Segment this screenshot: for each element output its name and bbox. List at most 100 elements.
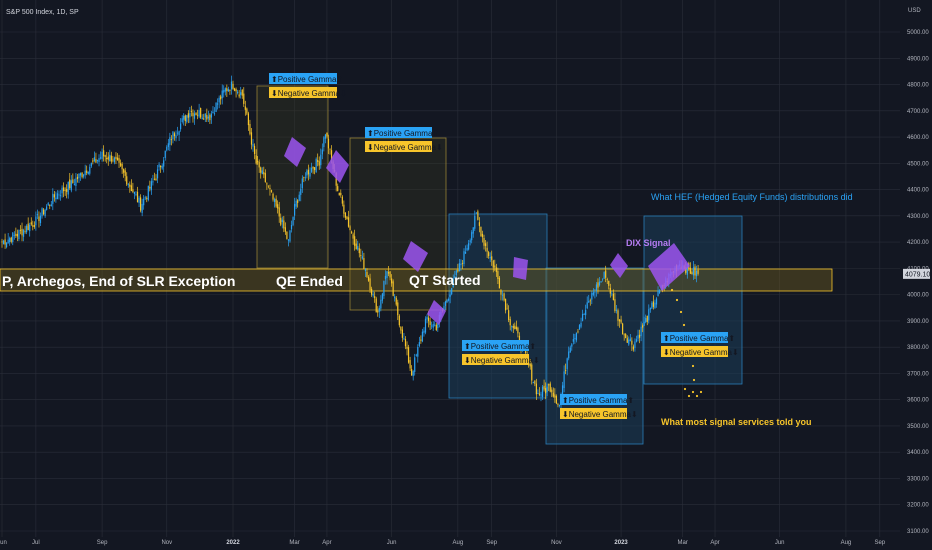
candle-body <box>642 325 644 328</box>
gamma-tag-group-1: ⬆Positive Gamma⬆ ⬇Negative Gamma⬇ <box>269 73 347 98</box>
candle-body <box>26 225 28 233</box>
candle-body <box>500 290 502 295</box>
candle-body <box>343 204 345 214</box>
candle-body <box>387 272 390 274</box>
candle-body <box>181 118 183 123</box>
candle-body <box>163 160 165 167</box>
candle-body <box>320 154 322 166</box>
candle-body <box>689 267 691 274</box>
candle-body <box>186 115 188 122</box>
candle-body <box>409 360 411 369</box>
price-tick-label: 4200.00 <box>907 240 929 246</box>
candle-body <box>697 269 699 274</box>
price-tick-label: 3400.00 <box>907 450 929 456</box>
candle-body <box>504 298 507 311</box>
projection-dot <box>687 394 691 398</box>
candle-body <box>581 313 584 321</box>
candle-body <box>401 329 403 338</box>
candle-body <box>81 172 83 178</box>
time-tick-label: Nov <box>551 540 562 546</box>
gamma-zone-2 <box>349 137 447 311</box>
candle-body <box>292 217 294 225</box>
candle-body <box>90 162 92 167</box>
candle-body <box>244 106 246 110</box>
candle-body <box>298 194 300 201</box>
candle-body <box>55 197 57 200</box>
candle-body <box>344 212 347 218</box>
candle-body <box>304 177 306 179</box>
candle-body <box>209 114 211 121</box>
candle-body <box>598 281 601 286</box>
candle-body <box>415 354 417 356</box>
candle-body <box>61 187 63 194</box>
candle-body <box>534 380 536 384</box>
candle-body <box>109 154 111 162</box>
qe-ended-label: QE Ended <box>276 273 343 289</box>
candle-body <box>350 231 353 233</box>
candle-body <box>56 193 59 199</box>
candle-body <box>555 396 557 404</box>
candle-body <box>280 217 282 225</box>
candle-body <box>695 270 698 277</box>
candle-body <box>585 309 587 316</box>
candle-body <box>273 198 276 202</box>
candle-body <box>243 93 245 104</box>
candle-body <box>63 187 65 192</box>
positive-gamma-tag-bg <box>365 127 432 138</box>
time-axis[interactable]: Jun Jul Sep Nov 2022 Mar Apr Jun Aug Sep Nov 2023 Ma… <box>0 540 886 546</box>
candle-body <box>75 178 77 186</box>
candle-body <box>76 176 79 180</box>
time-tick-label: Apr <box>322 540 331 546</box>
candle-body <box>22 229 25 237</box>
candle-body <box>363 258 365 269</box>
candle-body <box>386 271 388 279</box>
candle-body <box>52 193 54 204</box>
candle-body <box>540 394 542 396</box>
positive-gamma-tag: ⬆Positive Gamma⬆ <box>663 334 735 343</box>
candle-body <box>443 306 445 310</box>
candle-body <box>27 223 29 231</box>
candle-body <box>686 263 688 275</box>
candle-body <box>187 113 189 118</box>
candle-body <box>303 176 305 178</box>
candle-body <box>407 347 410 363</box>
candle-body <box>86 170 88 173</box>
candle-body <box>603 272 605 279</box>
candle-body <box>180 123 182 130</box>
positive-gamma-tag-bg <box>462 340 529 351</box>
candle-body <box>103 150 105 157</box>
price-tick-label: 4800.00 <box>907 83 929 89</box>
time-tick-label: Sep <box>874 540 885 546</box>
candle-body <box>290 225 293 230</box>
dix-marker-2 <box>326 150 349 183</box>
candle-body <box>537 393 539 394</box>
candle-body <box>594 292 596 294</box>
candle-body <box>201 117 203 120</box>
price-axis[interactable]: 3100.00 3200.00 3300.00 3400.00 3500.00 3600.… <box>907 30 929 535</box>
candle-body <box>457 269 459 272</box>
candle-body <box>608 280 610 286</box>
candle-body <box>18 230 20 240</box>
candle-body <box>83 174 85 177</box>
candle-body <box>361 256 363 259</box>
candle-body <box>1 241 3 243</box>
candle-body <box>277 204 279 209</box>
candle-body <box>602 278 604 280</box>
candle-body <box>432 324 434 328</box>
candle-body <box>495 267 497 272</box>
candle-body <box>287 239 290 241</box>
candle-body <box>250 132 253 145</box>
candle-body <box>583 314 585 315</box>
candle-body <box>360 255 362 256</box>
candle-body <box>586 302 588 309</box>
candle-body <box>203 118 205 120</box>
candle-body <box>59 195 62 197</box>
candle-body <box>512 325 514 329</box>
candle-body <box>498 277 501 289</box>
candle-body <box>551 389 553 393</box>
candle-body <box>477 211 479 220</box>
candle-body <box>307 169 310 175</box>
candle-body <box>340 192 342 196</box>
price-tick-label: 4600.00 <box>907 135 929 141</box>
